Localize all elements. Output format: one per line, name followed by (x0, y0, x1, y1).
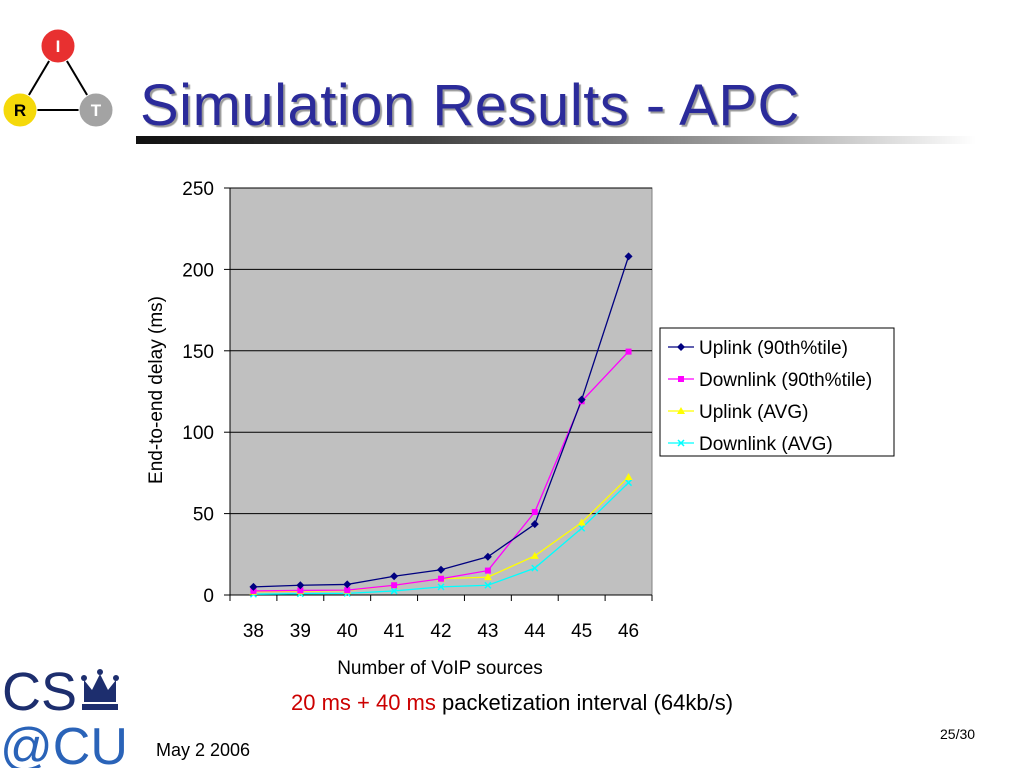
data-point-downlink-90th-tile (297, 587, 304, 594)
crown-icon (81, 669, 119, 710)
x-tick-label: 41 (384, 621, 405, 642)
gridlines (230, 187, 652, 515)
x-tick-label: 38 (243, 621, 264, 642)
at-cu-logo-text: @CU (0, 718, 128, 768)
marker-stroke (484, 581, 492, 589)
data-point-uplink-90th-tile (249, 582, 258, 591)
slide-caption: 20 ms + 40 ms packetization interval (64… (0, 690, 1024, 716)
data-point-downlink-avg (625, 479, 633, 487)
data-point-uplink-90th-tile (483, 552, 492, 561)
data-point-downlink-90th-tile (625, 348, 632, 355)
x-tick-label: 39 (290, 621, 311, 642)
caption-interval-values: 20 ms + 40 ms (290, 690, 436, 715)
irt-logo-letter-t: T (91, 101, 102, 120)
cs-logo-text: CS (2, 662, 77, 722)
legend-label-uplink-90th-tile: Uplink (90th%tile) (699, 338, 848, 359)
marker-stroke (578, 524, 586, 532)
data-point-downlink-avg (484, 581, 492, 589)
data-point-uplink-avg (624, 472, 633, 480)
y-tick-label: 100 (182, 423, 214, 444)
legend-label-downlink-avg: Downlink (AVG) (699, 434, 833, 455)
legend-label-uplink-avg: Uplink (AVG) (699, 402, 808, 423)
legend-marker-downlink-90th-tile (678, 376, 684, 382)
legend-label-downlink-90th-tile: Downlink (90th%tile) (699, 370, 872, 391)
marker-stroke (625, 479, 633, 487)
data-point-uplink-90th-tile (530, 520, 539, 529)
irt-logo-letter-i: I (56, 37, 61, 56)
data-point-uplink-90th-tile (437, 565, 445, 574)
irt-triangle-logo: I R T (2, 28, 114, 128)
y-axis-label: End-to-end delay (ms) (146, 296, 167, 484)
data-point-uplink-90th-tile (390, 572, 399, 581)
x-tick-label: 46 (618, 621, 639, 642)
marker-stroke (677, 439, 685, 447)
x-axis-label: Number of VoIP sources (337, 658, 543, 679)
x-tick-label: 42 (430, 621, 451, 642)
legend: Uplink (90th%tile) Downlink (90th%tile) Up… (668, 338, 872, 455)
caption-description: packetization interval (64kb/s) (435, 690, 734, 715)
data-point-downlink-90th-tile (531, 508, 538, 515)
data-point-downlink-avg (531, 564, 539, 572)
data-point-downlink-90th-tile (438, 575, 444, 582)
x-tick-label: 40 (337, 621, 358, 642)
legend-marker-downlink-avg (677, 439, 685, 447)
axes (224, 187, 653, 601)
plot-area (229, 187, 653, 596)
y-tick-label: 150 (182, 342, 214, 363)
series-markers (249, 252, 633, 598)
footer-date: May 2 2006 (156, 740, 251, 760)
data-point-downlink-90th-tile (344, 587, 351, 594)
x-tick-label: 43 (477, 621, 498, 642)
y-tick-label: 0 (203, 586, 214, 607)
x-tick-labels: 38 39 40 41 42 43 44 45 46 (243, 621, 639, 642)
x-tick-label: 44 (524, 621, 546, 642)
y-tick-label: 250 (182, 179, 214, 200)
irt-logo-letter-r: R (14, 101, 26, 120)
x-tick-label: 45 (571, 621, 592, 642)
data-point-uplink-avg (483, 573, 492, 581)
slide-title: Simulation Results - APC (140, 73, 800, 138)
page-number: 25/30 (940, 726, 976, 742)
delay-line-chart: 0 50 100 150 200 250 38 39 40 41 42 43 44 45 46 End-t… (146, 179, 895, 679)
marker-stroke (437, 583, 445, 591)
data-point-uplink-90th-tile (343, 580, 352, 589)
data-point-downlink-avg (437, 583, 445, 591)
data-point-uplink-avg (577, 518, 586, 526)
legend-box (659, 327, 895, 457)
data-point-uplink-90th-tile (296, 581, 305, 590)
data-point-downlink-90th-tile (391, 582, 398, 589)
marker-stroke (390, 587, 398, 595)
legend-marker-uplink-90th-tile (677, 343, 685, 351)
data-point-downlink-avg (578, 524, 586, 532)
y-tick-label: 200 (182, 260, 214, 281)
marker-stroke (531, 564, 539, 572)
y-tick-labels: 0 50 100 150 200 250 (182, 179, 214, 607)
data-point-uplink-avg (530, 551, 539, 559)
legend-marker-uplink-avg (677, 407, 685, 414)
cs-at-cu-logo: CS @CU (0, 662, 128, 768)
data-point-downlink-90th-tile (484, 567, 491, 574)
y-tick-label: 50 (193, 505, 214, 526)
data-point-uplink-90th-tile (624, 252, 633, 261)
title-underline (136, 136, 976, 144)
data-point-downlink-90th-tile (250, 587, 257, 594)
data-point-downlink-avg (390, 587, 398, 595)
data-point-uplink-90th-tile (577, 395, 586, 404)
